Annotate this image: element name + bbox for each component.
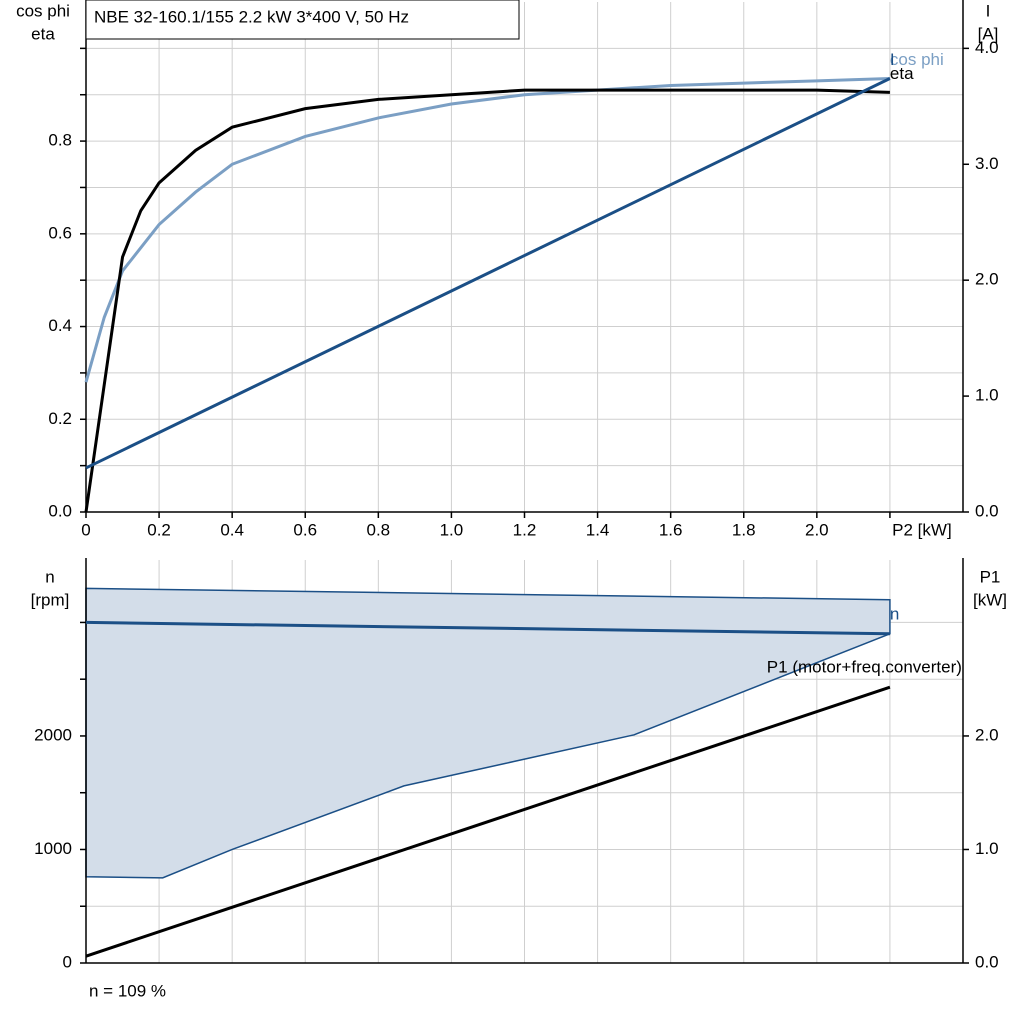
- y2-tick-label: 2.0: [975, 270, 999, 289]
- y-tick-label: 0.8: [48, 131, 72, 150]
- x-tick-label: 0: [81, 520, 90, 539]
- y2-axis-label: I: [986, 1, 991, 20]
- x-tick-label: P2 [kW]: [892, 520, 952, 539]
- x-tick-label: 0.6: [293, 520, 317, 539]
- x-tick-label: 1.4: [586, 520, 610, 539]
- x-tick-label: 0.2: [147, 520, 171, 539]
- operating-range: [85, 587, 891, 879]
- y-axis-label: cos phi: [16, 1, 70, 20]
- y2-tick-label: 4.0: [975, 38, 999, 57]
- y-tick-label: 0.0: [48, 501, 72, 520]
- y-tick-label: 0.6: [48, 223, 72, 242]
- series-label: I: [890, 50, 895, 69]
- series-label: n: [890, 604, 899, 623]
- y-axis-label: [rpm]: [31, 590, 70, 609]
- y2-axis-label: [kW]: [973, 590, 1007, 609]
- x-tick-label: 1.6: [659, 520, 683, 539]
- y-tick-label: 0.2: [48, 409, 72, 428]
- x-tick-label: 0.4: [220, 520, 244, 539]
- y-tick-label: 1000: [34, 839, 72, 858]
- y-tick-label: 2000: [34, 725, 72, 744]
- y-axis-label: eta: [31, 24, 55, 43]
- x-tick-label: 1.8: [732, 520, 756, 539]
- y2-tick-label: 1.0: [975, 386, 999, 405]
- y2-tick-label: 1.0: [975, 839, 999, 858]
- series-label: cos phi: [890, 50, 944, 69]
- series-label: eta: [890, 64, 914, 83]
- series-line: [85, 620, 890, 636]
- chart-title: NBE 32-160.1/155 2.2 kW 3*400 V, 50 Hz: [94, 7, 409, 26]
- y2-tick-label: 0.0: [975, 501, 999, 520]
- x-tick-label: 2.0: [805, 520, 829, 539]
- note: n = 109 %: [89, 981, 166, 1000]
- series-line: [85, 685, 891, 958]
- y-tick-label: 0: [63, 952, 72, 971]
- y-tick-label: 0.4: [48, 316, 72, 335]
- x-tick-label: 0.8: [367, 520, 391, 539]
- y2-tick-label: 3.0: [975, 154, 999, 173]
- series-line: [84, 88, 890, 513]
- series-line: [84, 77, 890, 383]
- series-line: [85, 77, 891, 470]
- y2-tick-label: 2.0: [975, 725, 999, 744]
- y2-axis-label: P1: [980, 567, 1001, 586]
- title-box: [85, 0, 520, 40]
- y2-tick-label: 0.0: [975, 952, 999, 971]
- y-axis-label: n: [45, 567, 54, 586]
- x-tick-label: 1.0: [440, 520, 464, 539]
- y2-axis-label: [A]: [978, 24, 999, 43]
- x-tick-label: 1.2: [513, 520, 537, 539]
- series-label: P1 (motor+freq.converter): [767, 658, 962, 677]
